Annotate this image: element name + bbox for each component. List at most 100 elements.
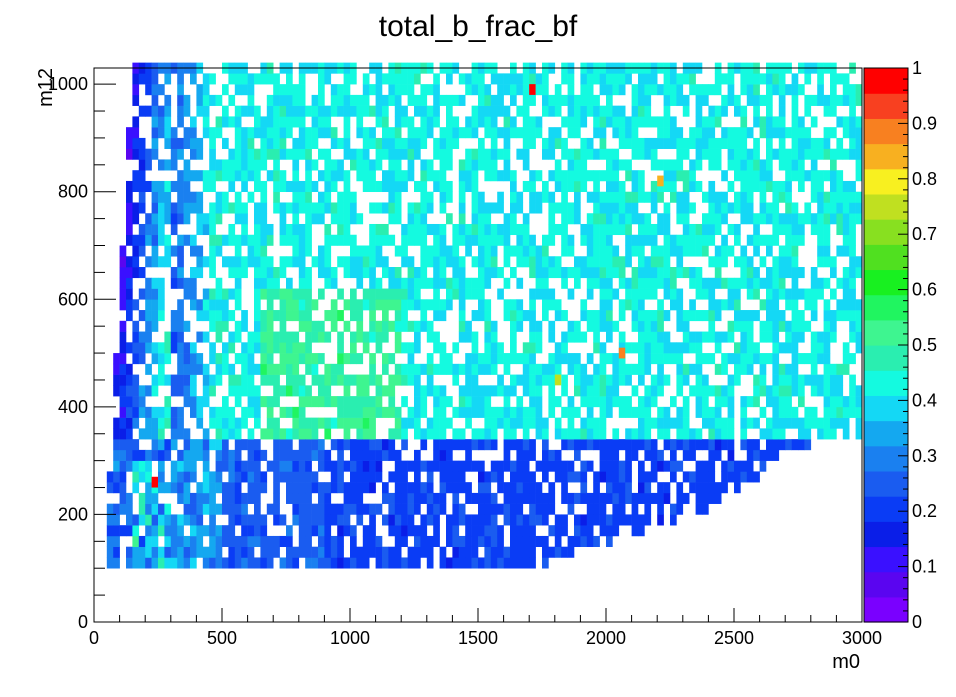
heatmap-cell bbox=[625, 439, 632, 451]
heatmap-cell bbox=[612, 105, 620, 117]
heatmap-cell bbox=[497, 342, 504, 354]
heatmap-cell bbox=[599, 439, 607, 451]
heatmap-cell bbox=[151, 137, 159, 149]
heatmap-cell bbox=[631, 525, 639, 537]
heatmap-cell bbox=[273, 460, 280, 472]
heatmap-cell bbox=[548, 267, 556, 279]
heatmap-cell bbox=[273, 267, 280, 279]
heatmap-cell bbox=[676, 503, 684, 515]
heatmap-cell bbox=[849, 137, 856, 149]
heatmap-cell bbox=[177, 94, 184, 106]
heatmap-cell bbox=[497, 546, 504, 558]
heatmap-cell bbox=[305, 127, 312, 139]
heatmap-cell bbox=[484, 503, 492, 515]
heatmap-cell bbox=[574, 514, 581, 526]
heatmap-cell bbox=[804, 105, 812, 117]
heatmap-cell bbox=[490, 234, 498, 246]
heatmap-cell bbox=[337, 460, 344, 472]
heatmap-cell bbox=[638, 396, 645, 408]
heatmap-cell bbox=[222, 288, 229, 300]
heatmap-cell bbox=[631, 363, 639, 375]
color-scale-segment bbox=[864, 219, 908, 245]
heatmap-cell bbox=[126, 525, 133, 537]
heatmap-cell bbox=[158, 482, 165, 494]
heatmap-cell bbox=[606, 277, 613, 289]
heatmap-cell bbox=[650, 116, 658, 128]
heatmap-cell bbox=[497, 267, 504, 279]
heatmap-cell bbox=[503, 406, 511, 418]
heatmap-cell bbox=[196, 202, 204, 214]
heatmap-cell bbox=[586, 374, 594, 386]
heatmap-cell bbox=[177, 267, 184, 279]
heatmap-cell bbox=[433, 449, 440, 461]
heatmap-cell bbox=[778, 116, 786, 128]
heatmap-cell bbox=[414, 342, 421, 354]
heatmap-cell bbox=[426, 363, 434, 375]
heatmap-cell bbox=[810, 310, 818, 322]
heatmap-cell bbox=[791, 331, 799, 343]
heatmap-cell bbox=[606, 299, 613, 311]
heatmap-cell bbox=[529, 310, 536, 322]
heatmap-cell bbox=[670, 342, 677, 354]
heatmap-cell bbox=[529, 503, 536, 515]
heatmap-cell bbox=[343, 320, 351, 332]
heatmap-cell bbox=[670, 288, 677, 300]
heatmap-cell bbox=[740, 137, 748, 149]
heatmap-cell bbox=[529, 557, 536, 569]
heatmap-cell bbox=[452, 116, 460, 128]
heatmap-cell bbox=[260, 514, 268, 526]
heatmap-cell bbox=[497, 525, 504, 537]
heatmap-cell bbox=[222, 299, 229, 311]
heatmap-cell bbox=[420, 277, 428, 289]
heatmap-cell bbox=[695, 460, 703, 472]
heatmap-cell bbox=[772, 320, 780, 332]
heatmap-cell bbox=[369, 428, 376, 440]
heatmap-cell bbox=[190, 471, 197, 483]
heatmap-cell bbox=[522, 460, 530, 472]
heatmap-cell bbox=[350, 288, 357, 300]
heatmap-cell bbox=[247, 460, 255, 472]
heatmap-cell bbox=[266, 94, 274, 106]
heatmap-cell bbox=[510, 492, 517, 504]
heatmap-cell bbox=[625, 406, 632, 418]
heatmap-cell bbox=[260, 535, 268, 547]
heatmap-cell bbox=[836, 137, 844, 149]
heatmap-cell bbox=[401, 492, 408, 504]
heatmap-cell bbox=[689, 223, 696, 236]
heatmap-cell bbox=[433, 170, 440, 182]
heatmap-cell bbox=[695, 406, 703, 418]
heatmap-cell bbox=[458, 460, 466, 472]
heatmap-cell bbox=[740, 213, 748, 225]
heatmap-cell bbox=[222, 428, 229, 440]
heatmap-cell bbox=[369, 363, 376, 375]
heatmap-cell bbox=[535, 406, 543, 418]
heatmap-cell bbox=[119, 374, 127, 386]
heatmap-cell bbox=[241, 471, 248, 483]
heatmap-cell bbox=[836, 374, 844, 386]
heatmap-cell bbox=[266, 310, 274, 322]
heatmap-cell bbox=[132, 535, 140, 547]
heatmap-cell bbox=[670, 514, 677, 526]
heatmap-cell bbox=[842, 234, 850, 246]
heatmap-cell bbox=[574, 267, 581, 279]
heatmap-cell bbox=[202, 449, 210, 461]
heatmap-cell bbox=[446, 245, 453, 257]
heatmap-cell bbox=[817, 170, 824, 182]
heatmap-cell bbox=[369, 449, 376, 461]
heatmap-cell bbox=[177, 331, 184, 343]
heatmap-cell bbox=[810, 148, 818, 160]
heatmap-cell bbox=[465, 320, 472, 332]
heatmap-cell bbox=[535, 385, 543, 397]
heatmap-cell bbox=[324, 191, 332, 203]
heatmap-cell bbox=[305, 363, 312, 375]
heatmap-cell bbox=[810, 159, 818, 171]
heatmap-cell bbox=[810, 267, 818, 279]
heatmap-cell bbox=[708, 460, 716, 472]
heatmap-cell bbox=[458, 406, 466, 418]
heatmap-cell bbox=[676, 202, 684, 214]
heatmap-cell bbox=[215, 557, 223, 569]
heatmap-cell bbox=[548, 299, 556, 311]
heatmap-cell bbox=[292, 137, 300, 149]
heatmap-cell bbox=[529, 492, 536, 504]
heatmap-cell bbox=[644, 213, 652, 225]
